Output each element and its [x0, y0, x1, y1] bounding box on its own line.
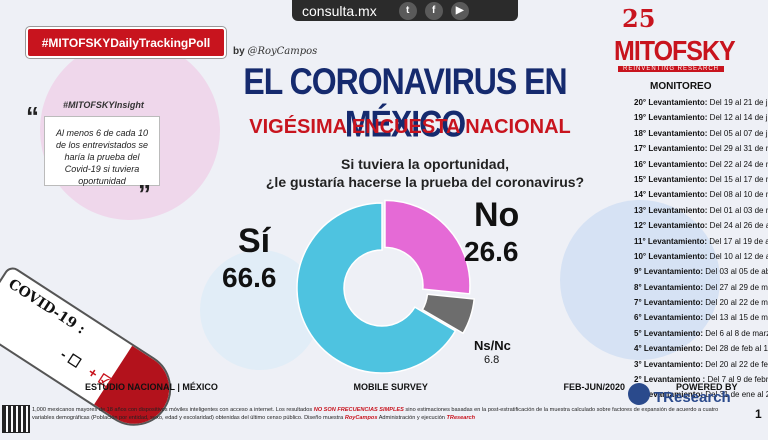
hashtag-badge: #MITOFSKYDailyTrackingPoll	[26, 27, 226, 58]
monitoreo-item: 4° Levantamiento: Del 28 de feb al 1 de …	[634, 344, 768, 354]
monitoreo-item: 18° Levantamiento: Del 05 al 07 de junio	[634, 128, 768, 138]
footer-bar: ESTUDIO NACIONAL | MÉXICO MOBILE SURVEY …	[85, 382, 625, 392]
period-label: FEB-JUN/2020	[563, 382, 625, 392]
methodology-note: 1,000 mexicanos mayores de 18 años con d…	[32, 407, 719, 421]
monitoreo-item: 12° Levantamiento: Del 24 al 26 de abril	[634, 221, 768, 231]
monitoreo-item: 3° Levantamiento: Del 20 al 22 de febrer…	[634, 359, 768, 369]
monitoreo-list: 20° Levantamiento: Del 19 al 21 de junio…	[634, 95, 768, 403]
survey-question: Si tuviera la oportunidad, ¿le gustaría …	[260, 155, 590, 191]
slice-no	[384, 199, 471, 295]
question-line-2: ¿le gustaría hacerse la prueba del coron…	[265, 174, 585, 190]
label-si-value: 66.6	[222, 262, 277, 293]
byline: by @RoyCampos	[233, 46, 318, 57]
study-label: ESTUDIO NACIONAL | MÉXICO	[85, 382, 218, 392]
label-no-name: No	[474, 196, 520, 234]
label-nsnc-name: Ns/Nc	[474, 338, 511, 353]
tresearch-logo-icon	[628, 383, 650, 405]
page-number: 1	[755, 407, 762, 421]
label-no-value: 26.6	[464, 236, 519, 267]
monitoreo-item: 6° Levantamiento: Del 13 al 15 de marzo	[634, 313, 768, 323]
insight-box: Al menos 6 de cada 10 de los entrevistad…	[44, 116, 160, 186]
monitoreo-item: 14° Levantamiento: Del 08 al 10 de mayo	[634, 190, 768, 200]
monitoreo-item: 20° Levantamiento: Del 19 al 21 de junio	[634, 98, 768, 107]
anniversary-mark: 25	[622, 4, 656, 33]
monitoreo-item: 7° Levantamiento: Del 20 al 22 de marzo	[634, 298, 768, 308]
monitoreo-item: 17° Levantamiento: Del 29 al 31 de mayo	[634, 144, 768, 154]
monitoreo-item: 9° Levantamiento: Del 03 al 05 de abril	[634, 267, 768, 277]
monitoreo-item: 16° Levantamiento: Del 22 al 24 de mayo	[634, 159, 768, 169]
monitoreo-item: 8° Levantamiento: Del 27 al 29 de marzo	[634, 282, 768, 292]
monitoreo-title: MONITOREO	[650, 81, 712, 92]
label-nsnc-value: 6.8	[484, 354, 500, 366]
monitoreo-item: 19° Levantamiento: Del 12 al 14 de junio	[634, 113, 768, 123]
facebook-icon[interactable]: f	[424, 1, 443, 20]
monitoreo-item: 13° Levantamiento: Del 01 al 03 de mayo	[634, 205, 768, 215]
monitoreo-item: 15° Levantamiento: Del 15 al 17 de mayo	[634, 174, 768, 184]
background-blob	[560, 200, 720, 360]
qr-code-icon	[2, 405, 30, 433]
insight-tag: #MITOFSKYInsight	[63, 100, 144, 110]
open-quote-icon: “	[26, 101, 39, 131]
method-label: MOBILE SURVEY	[353, 382, 428, 392]
youtube-icon[interactable]: ▶	[450, 1, 469, 20]
page-subtitle: VIGÉSIMA ENCUESTA NACIONAL	[249, 116, 571, 138]
slice-si	[296, 202, 457, 374]
question-line-1: Si tuviera la oportunidad,	[340, 156, 510, 172]
label-si-name: Sí	[238, 222, 271, 260]
powered-by: POWERED BY	[676, 382, 738, 392]
site-link[interactable]: consulta.mx	[302, 2, 377, 19]
slice-nsnc	[421, 293, 476, 335]
monitoreo-item: 5° Levantamiento: Del 6 al 8 de marzo	[634, 328, 768, 338]
brand-logo: MITOFSKY	[614, 35, 736, 67]
page-title: EL CORONAVIRUS EN MÉXICO	[243, 60, 567, 145]
monitoreo-item: 2° Levantamiento : Del 7 al 9 de febrero	[634, 375, 768, 385]
monitoreo-item: 11° Levantamiento: Del 17 al 19 de abril	[634, 236, 768, 246]
monitoreo-item: 10° Levantamiento: Del 10 al 12 de abril	[634, 251, 768, 261]
top-bar: consulta.mx t f ▶	[292, 0, 518, 21]
close-quote-icon: ”	[138, 179, 151, 209]
donut-slices	[296, 199, 476, 374]
brand-tagline: REINVENTING RESEARCH	[618, 66, 724, 72]
monitoreo-item: 1° Levantamiento: Del 31 de ene al 2 de …	[634, 390, 768, 400]
tresearch-logo: TResearch	[654, 389, 731, 406]
twitter-icon[interactable]: t	[398, 1, 417, 20]
